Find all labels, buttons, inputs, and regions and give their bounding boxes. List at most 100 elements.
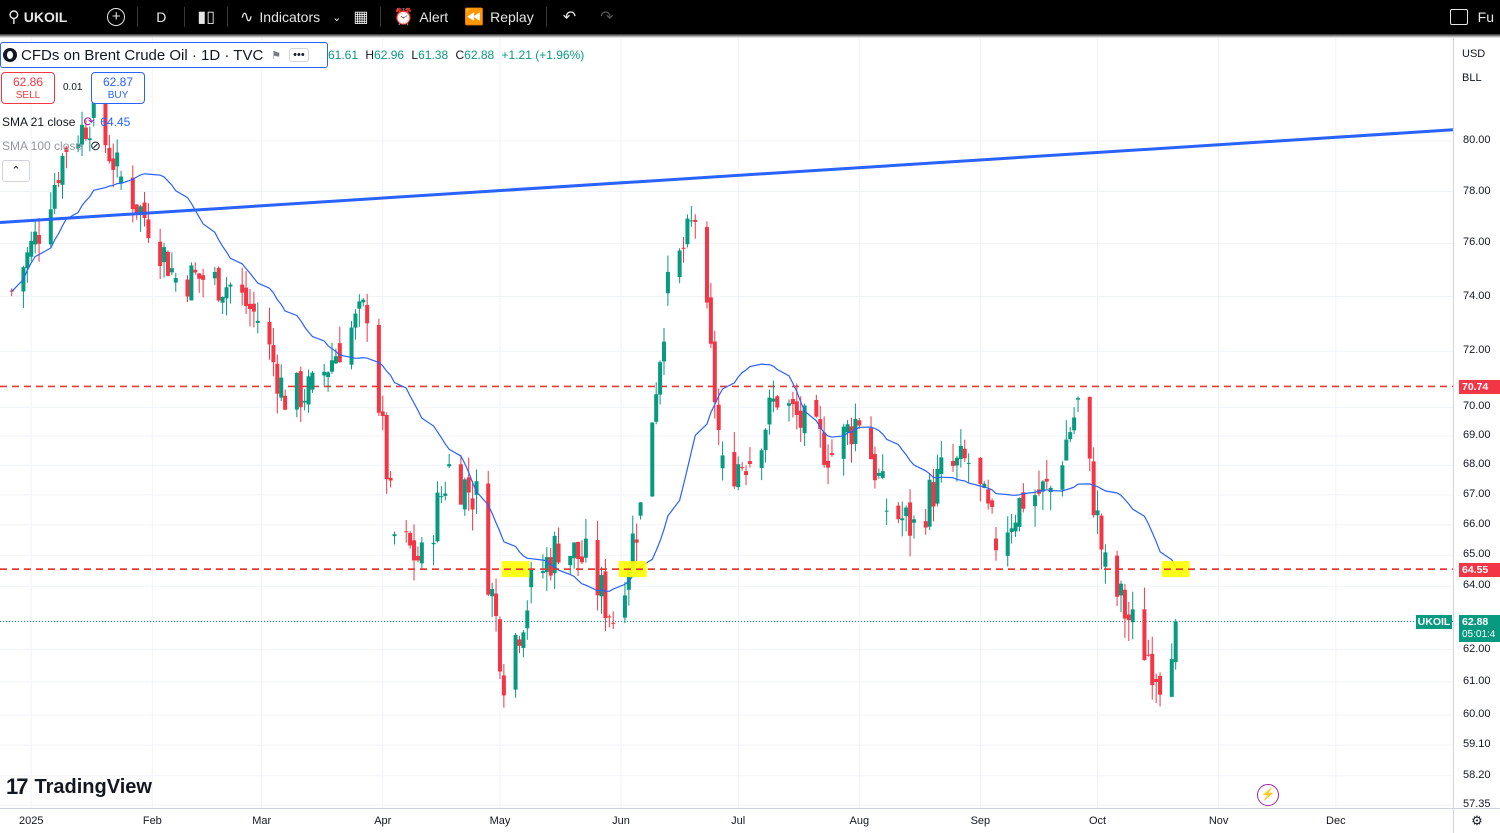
candle-body xyxy=(599,575,604,597)
indicator-sma21-row[interactable]: SMA 21 close ⟳ 64.45 xyxy=(2,114,130,130)
high-label: H xyxy=(365,48,375,62)
indicator-sma100-row[interactable]: SMA 100 close ⊘ xyxy=(2,138,101,154)
candle-body xyxy=(404,531,409,533)
price-tick-label: 72.00 xyxy=(1463,344,1491,357)
redo-button[interactable]: ↷ xyxy=(588,0,625,34)
candle-body xyxy=(576,541,581,559)
candle-body xyxy=(80,124,85,145)
candle-body xyxy=(517,639,522,646)
sma21-value: 64.45 xyxy=(100,115,131,129)
candle-body xyxy=(212,271,217,279)
candle-body xyxy=(134,204,139,214)
alert-button[interactable]: ⏰ Alert xyxy=(385,0,456,34)
undo-icon: ↶ xyxy=(562,9,577,26)
candle-body xyxy=(408,532,413,546)
close-value: 62.88 xyxy=(464,48,495,62)
collapse-legend-button[interactable]: ⌃ xyxy=(2,160,30,182)
sell-button[interactable]: 62.86 SELL xyxy=(1,72,55,104)
fullscreen-button[interactable]: Fu xyxy=(1444,0,1500,34)
candle-body xyxy=(857,420,862,426)
candle-body xyxy=(244,287,249,307)
candle-body xyxy=(798,410,803,428)
plus-circle-icon: + xyxy=(107,8,126,26)
candle-body xyxy=(1064,439,1069,461)
candle-body xyxy=(841,426,846,459)
candle-body xyxy=(220,296,225,303)
candle-body xyxy=(853,418,858,445)
candle-body xyxy=(716,404,721,431)
candle-body xyxy=(935,468,940,504)
bar-countdown-tag: 05:01:4 xyxy=(1459,628,1500,642)
candle-body xyxy=(294,372,299,410)
candle-body xyxy=(388,477,393,481)
unit-label[interactable]: BLL xyxy=(1462,72,1482,84)
chart-type-button[interactable]: ▮▯ xyxy=(189,0,223,34)
candle-body xyxy=(529,569,534,588)
price-tick-label: 62.00 xyxy=(1463,642,1491,655)
undo-button[interactable]: ↶ xyxy=(551,0,588,34)
price-tick-label: 65.00 xyxy=(1463,548,1491,561)
candle-body xyxy=(513,634,518,690)
candle-body xyxy=(29,240,34,257)
candle-body xyxy=(337,343,342,363)
replay-button[interactable]: ⏪ Replay xyxy=(456,0,542,34)
currency-label[interactable]: USD xyxy=(1462,48,1486,60)
gear-icon: ⚙ xyxy=(1471,813,1483,828)
time-scale[interactable]: 2025 Feb Mar Apr May Jun Jul Aug Sep Oct Nov Dec xyxy=(0,808,1453,833)
candle-body xyxy=(990,500,995,508)
ohlc-values: 61.61 H62.96 L61.38 C62.88 +1.21 (+1.96%… xyxy=(328,48,588,62)
time-tick-label: Jul xyxy=(731,815,746,827)
candle-body xyxy=(169,268,174,273)
candle-body xyxy=(794,401,799,415)
layouts-button[interactable]: ▦ xyxy=(345,0,376,34)
candle-body xyxy=(927,479,932,527)
sma21-label: SMA 21 close xyxy=(2,115,76,129)
candle-body xyxy=(162,247,167,263)
candle-body xyxy=(1060,465,1065,490)
candle-body xyxy=(689,220,694,222)
candle-body xyxy=(986,489,991,504)
chart-pane[interactable] xyxy=(0,38,1500,833)
candle-body xyxy=(720,455,725,469)
time-tick-label: Nov xyxy=(1208,815,1229,827)
candle-body xyxy=(900,518,905,521)
symbol-search-button[interactable]: ⚲ UKOIL xyxy=(0,0,75,34)
candle-body xyxy=(119,176,124,184)
candle-body xyxy=(747,461,752,464)
buy-button[interactable]: 62.87 BUY xyxy=(91,72,145,104)
symbol-title-box[interactable]: CFDs on Brent Crude Oil · 1D · TVC ⚑ ••• xyxy=(0,42,328,68)
lightning-event-icon[interactable]: ⚡ xyxy=(1257,784,1279,806)
toolbar-divider xyxy=(184,7,186,27)
candle-body xyxy=(1099,515,1104,550)
candle-body xyxy=(251,303,256,312)
flag-icon[interactable]: ⚑ xyxy=(271,49,282,62)
highlight-box xyxy=(618,561,647,578)
low-value: 61.38 xyxy=(418,48,449,62)
interval-button[interactable]: D xyxy=(142,0,180,34)
time-tick-label: 2025 xyxy=(18,815,44,827)
candle-body xyxy=(1009,528,1014,532)
candle-body xyxy=(579,556,584,563)
indicators-button[interactable]: ∿ Indicators xyxy=(232,0,328,34)
compare-symbol-button[interactable]: + xyxy=(99,0,133,34)
price-tick-label: 67.00 xyxy=(1463,487,1491,500)
indicators-dropdown-button[interactable]: ⌄ xyxy=(328,0,345,34)
candle-body xyxy=(247,303,252,310)
alarm-clock-icon: ⏰ xyxy=(393,9,414,26)
candle-body xyxy=(25,252,30,269)
price-tick-label: 70.00 xyxy=(1463,400,1491,413)
more-options-icon[interactable]: ••• xyxy=(289,48,309,62)
fullscreen-icon xyxy=(1449,9,1468,25)
candle-body xyxy=(60,155,65,185)
candle-body xyxy=(650,422,655,497)
scale-settings-button[interactable]: ⚙ xyxy=(1453,808,1500,833)
candle-body xyxy=(56,180,61,184)
candle-body xyxy=(1013,522,1018,532)
candle-body xyxy=(439,496,444,498)
time-tick-label: Sep xyxy=(970,815,991,827)
price-chart-svg[interactable] xyxy=(0,38,1453,808)
price-scale[interactable]: USD BLL 80.00 78.00 76.00 74.00 72.00 70.00 69… xyxy=(1453,38,1500,810)
eye-hidden-icon[interactable]: ⊘ xyxy=(90,138,101,153)
candle-body xyxy=(951,461,956,466)
candle-body xyxy=(548,557,553,576)
